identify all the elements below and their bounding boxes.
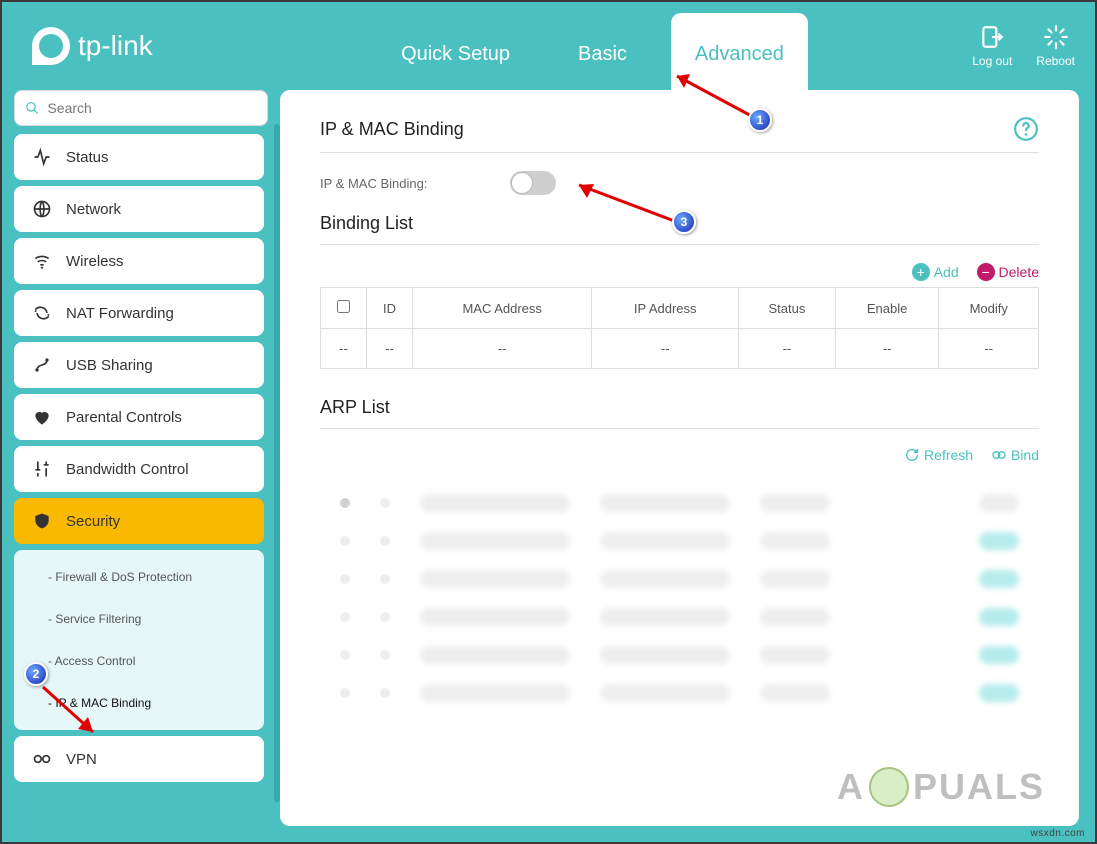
credit: wsxdn.com xyxy=(1030,828,1085,839)
tab-basic[interactable]: Basic xyxy=(554,13,651,90)
bind-button[interactable]: Bind xyxy=(991,447,1039,463)
sidebar-item-vpn[interactable]: VPN xyxy=(14,736,264,782)
arp-row xyxy=(320,598,1039,636)
section-arp-title: ARP List xyxy=(320,397,1039,418)
sidebar-item-usb[interactable]: USB Sharing xyxy=(14,342,264,388)
wireless-icon xyxy=(32,251,52,271)
usb-icon xyxy=(32,355,52,375)
vpn-icon xyxy=(32,749,52,769)
sidebar-item-wireless[interactable]: Wireless xyxy=(14,238,264,284)
sub-service-filtering[interactable]: - Service Filtering xyxy=(14,598,264,640)
col-status: Status xyxy=(739,288,836,329)
col-enable: Enable xyxy=(835,288,939,329)
delete-button[interactable]: −Delete xyxy=(977,263,1039,281)
annotation-badge-2: 2 xyxy=(24,662,48,686)
arp-list xyxy=(320,484,1039,712)
logout-icon xyxy=(979,24,1005,50)
arp-row xyxy=(320,484,1039,522)
search-icon xyxy=(25,100,39,116)
annotation-arrow xyxy=(38,682,108,742)
brand-text: tp-link xyxy=(78,30,153,62)
watermark: A PUALS xyxy=(837,766,1045,808)
sidebar-item-security[interactable]: Security xyxy=(14,498,264,544)
sidebar-item-network[interactable]: Network xyxy=(14,186,264,232)
plus-icon: + xyxy=(912,263,930,281)
minus-icon: − xyxy=(977,263,995,281)
security-icon xyxy=(32,511,52,531)
reboot-icon xyxy=(1043,24,1069,50)
tab-quick-setup[interactable]: Quick Setup xyxy=(377,13,534,90)
arp-row xyxy=(320,522,1039,560)
sub-access-control[interactable]: - Access Control xyxy=(14,640,264,682)
arp-row xyxy=(320,560,1039,598)
bind-icon xyxy=(991,447,1007,463)
section-ipmac-title: IP & MAC Binding xyxy=(320,119,464,140)
col-modify: Modify xyxy=(939,288,1039,329)
watermark-face-icon xyxy=(869,767,909,807)
col-checkbox xyxy=(321,288,367,329)
add-button[interactable]: +Add xyxy=(912,263,959,281)
toggle-label: IP & MAC Binding: xyxy=(320,176,510,191)
help-icon[interactable] xyxy=(1013,116,1039,142)
header: tp-link Quick Setup Basic Advanced Log o… xyxy=(2,2,1095,90)
logout-button[interactable]: Log out xyxy=(972,24,1012,68)
sidebar-item-nat[interactable]: NAT Forwarding xyxy=(14,290,264,336)
sidebar-item-parental[interactable]: Parental Controls xyxy=(14,394,264,440)
sub-firewall[interactable]: - Firewall & DoS Protection xyxy=(14,556,264,598)
col-ip: IP Address xyxy=(592,288,739,329)
sidebar-item-status[interactable]: Status xyxy=(14,134,264,180)
network-icon xyxy=(32,199,52,219)
annotation-badge-1: 1 xyxy=(748,108,772,132)
arp-row xyxy=(320,636,1039,674)
parental-icon xyxy=(32,407,52,427)
binding-table: ID MAC Address IP Address Status Enable … xyxy=(320,287,1039,369)
brand-logo: tp-link xyxy=(32,27,153,65)
arp-row xyxy=(320,674,1039,712)
select-all-checkbox[interactable] xyxy=(337,300,350,313)
logo-icon xyxy=(32,27,70,65)
ipmac-binding-toggle[interactable] xyxy=(510,171,556,195)
search-box[interactable] xyxy=(14,90,268,126)
bandwidth-icon xyxy=(32,459,52,479)
refresh-icon xyxy=(904,447,920,463)
sidebar-item-bandwidth[interactable]: Bandwidth Control xyxy=(14,446,264,492)
reboot-button[interactable]: Reboot xyxy=(1036,24,1075,68)
col-id: ID xyxy=(367,288,413,329)
table-row: -- -- -- -- -- -- -- xyxy=(321,329,1039,369)
nat-icon xyxy=(32,303,52,323)
refresh-button[interactable]: Refresh xyxy=(904,447,973,463)
col-mac: MAC Address xyxy=(413,288,592,329)
annotation-badge-3: 3 xyxy=(672,210,696,234)
search-input[interactable] xyxy=(47,100,257,116)
annotation-arrow xyxy=(567,177,687,232)
status-icon xyxy=(32,147,52,167)
